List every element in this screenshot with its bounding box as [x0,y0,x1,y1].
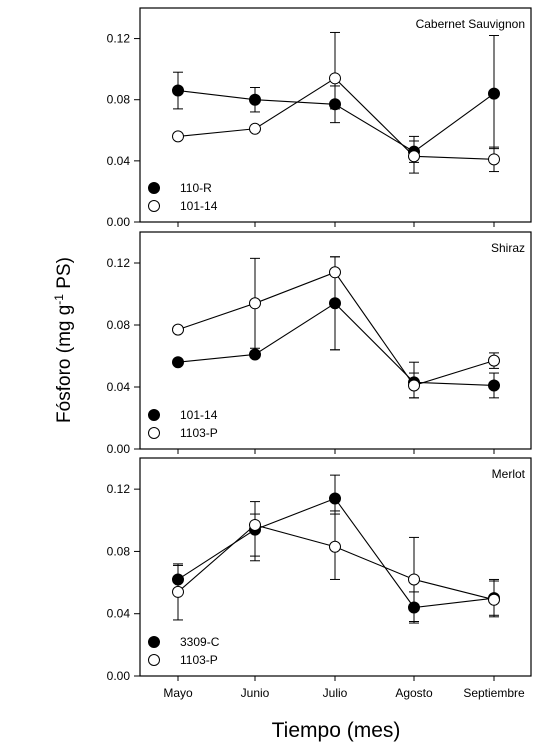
series-group [173,32,500,173]
y-tick-label: 0.12 [107,32,131,46]
y-tick-label: 0.08 [107,318,131,332]
open-marker [409,380,420,391]
open-marker [250,519,261,530]
panel-title: Merlot [492,467,526,481]
y-tick-label: 0.12 [107,482,131,496]
y-axis-label-main: Fósforo (mg g [54,305,75,423]
filled-marker [330,298,341,309]
y-tick-label: 0.04 [107,607,131,621]
legend-label: 101-14 [180,408,218,422]
legend-label: 1103-P [180,653,218,667]
open-marker [250,298,261,309]
open-marker [250,123,261,134]
legend-marker [149,183,160,194]
y-axis-label-tail: PS) [54,257,75,294]
legend-marker [149,428,160,439]
filled-marker [250,94,261,105]
y-axis-label-superscript: -1 [52,294,66,305]
open-marker [173,131,184,142]
series-group [173,475,500,623]
panels-group: 0.00 0.04 0.08 0.12 Cabernet Sauvignon 110-R 1… [107,8,531,700]
x-tick-label: Junio [241,686,270,700]
legend-label: 1103-P [180,426,218,440]
series-line [178,78,494,159]
filled-marker [330,99,341,110]
open-marker [173,324,184,335]
y-tick-label: 0.04 [107,154,131,168]
open-marker [330,541,341,552]
open-marker [489,154,500,165]
open-marker [409,574,420,585]
filled-marker [250,349,261,360]
y-tick-label: 0.00 [107,442,131,456]
open-marker [409,151,420,162]
panel-1: 0.00 0.04 0.08 0.12 Cabernet Sauvignon 110-R 1… [107,8,531,229]
legend-marker [149,410,160,421]
open-marker [489,355,500,366]
y-tick-label: 0.00 [107,669,131,683]
filled-marker [330,493,341,504]
open-marker [330,73,341,84]
series-line [178,272,494,385]
series-group [173,257,500,398]
open-marker [489,594,500,605]
legend-label: 110-R [180,181,212,195]
filled-marker [409,602,420,613]
y-tick-label: 0.08 [107,93,131,107]
x-tick-label: Mayo [163,686,193,700]
series-line [178,498,494,607]
x-tick-label: Agosto [395,686,433,700]
legend-label: 101-14 [180,199,218,213]
panel-3: 0.00 0.04 0.08 0.12 Merlot 3309-C 1103-P [107,458,531,683]
open-marker [173,586,184,597]
y-tick-label: 0.12 [107,256,131,270]
y-tick-label: 0.08 [107,544,131,558]
series-line [178,525,494,600]
filled-marker [173,85,184,96]
filled-marker [173,357,184,368]
filled-marker [173,574,184,585]
legend-marker [149,655,160,666]
y-tick-label: 0.04 [107,380,131,394]
panel-title: Shiraz [491,241,525,255]
legend-label: 3309-C [180,635,220,649]
x-axis-label: Tiempo (mes) [272,719,401,742]
filled-marker [489,380,500,391]
series-line [178,303,494,385]
y-axis-label: Fósforo (mg g-1 PS) [52,257,75,423]
legend-marker [149,201,160,212]
x-tick-label: Septiembre [463,686,525,700]
panel-2: 0.00 0.04 0.08 0.12 Shiraz 101-14 1103-P [107,232,531,456]
filled-marker [489,88,500,99]
x-tick-label: Julio [323,686,348,700]
legend-marker [149,637,160,648]
panel-title: Cabernet Sauvignon [416,17,525,31]
y-tick-label: 0.00 [107,215,131,229]
open-marker [330,267,341,278]
